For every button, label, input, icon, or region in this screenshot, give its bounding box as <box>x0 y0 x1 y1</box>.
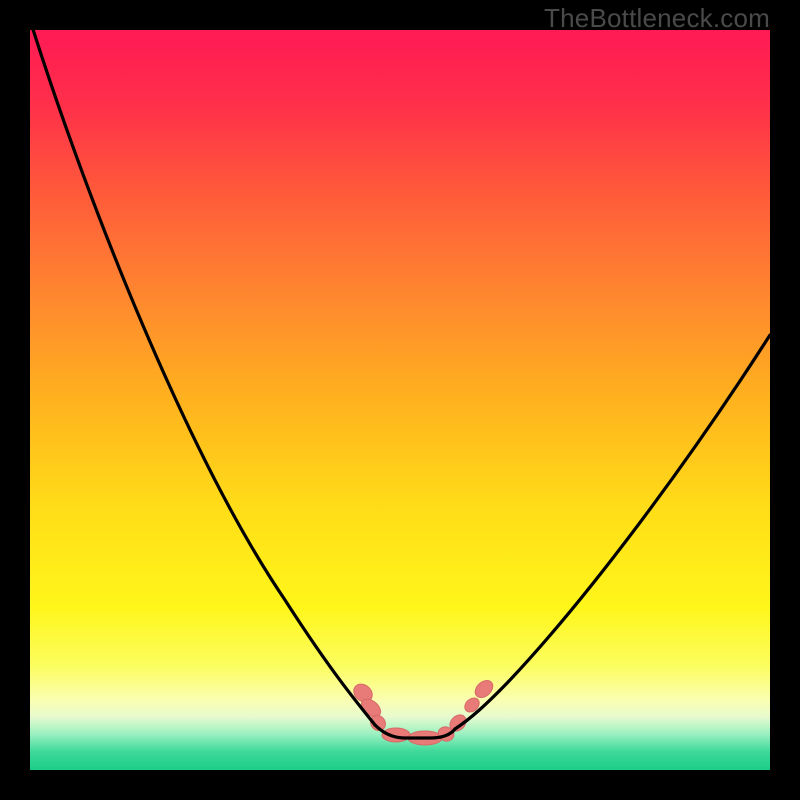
bump-group <box>350 677 496 745</box>
watermark-text: TheBottleneck.com <box>544 3 770 34</box>
right-arm <box>455 335 770 729</box>
v-curve <box>30 30 770 738</box>
left-arm <box>30 30 375 725</box>
curve-layer <box>30 30 770 770</box>
plot-area <box>30 30 770 770</box>
